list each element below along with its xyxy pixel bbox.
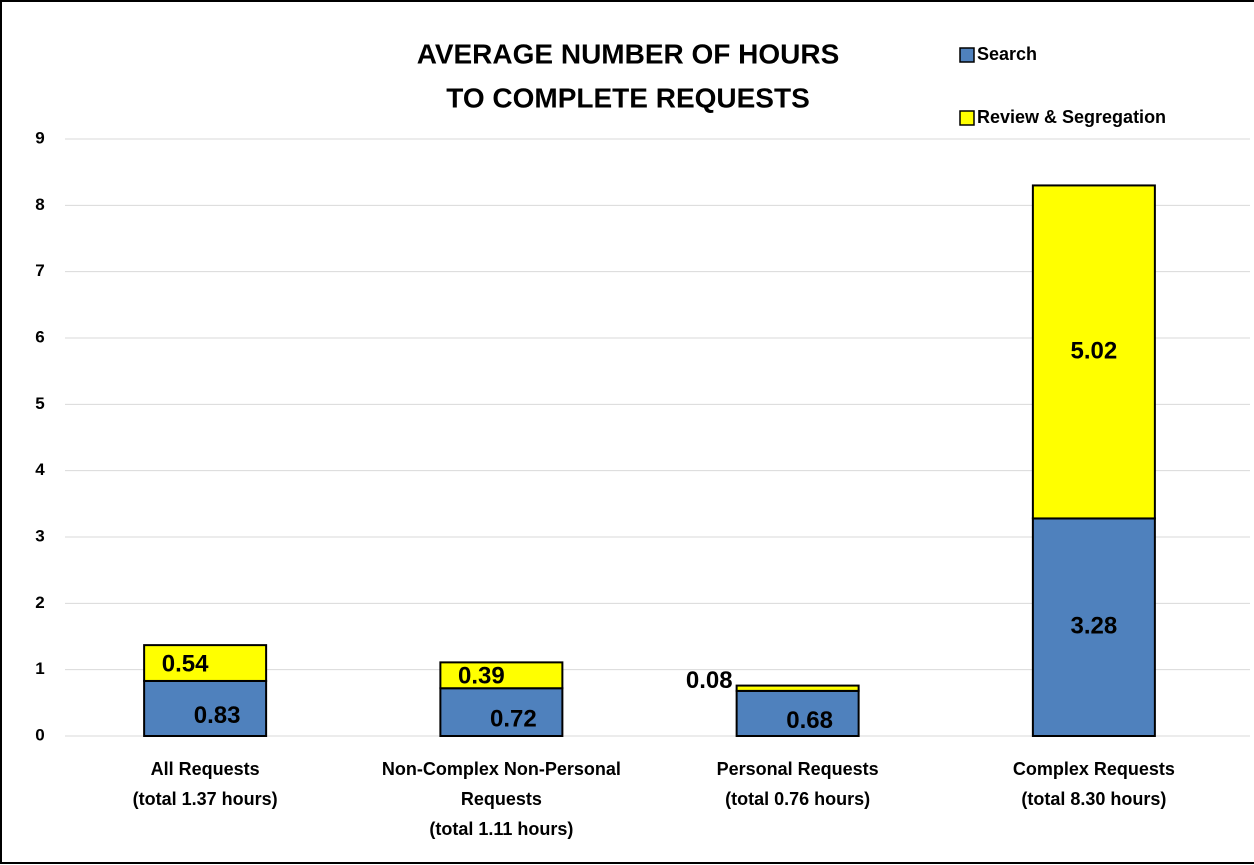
x-tick-label: (total 8.30 hours)	[1021, 789, 1166, 809]
y-tick-label: 2	[35, 593, 44, 612]
legend-label: Review & Segregation	[977, 107, 1166, 127]
data-label: 3.28	[1071, 613, 1118, 640]
x-tick-label: Non-Complex Non-Personal	[382, 759, 621, 779]
y-tick-label: 7	[35, 261, 44, 280]
data-label: 0.54	[162, 650, 209, 677]
x-tick-label: (total 1.11 hours)	[429, 819, 573, 839]
data-label: 0.68	[786, 707, 833, 734]
bar-segment	[439, 661, 564, 690]
x-tick-label: (total 1.37 hours)	[133, 789, 278, 809]
y-tick-label: 4	[35, 460, 45, 479]
data-label: 0.08	[686, 667, 733, 694]
data-label: 0.39	[458, 663, 505, 690]
bar-segment	[143, 679, 268, 738]
y-tick-label: 9	[35, 128, 44, 147]
x-tick-label: Complex Requests	[1013, 759, 1175, 779]
bar-segment	[439, 687, 564, 737]
x-tick-label: Personal Requests	[717, 759, 879, 779]
legend-label: Search	[977, 44, 1037, 64]
data-label: 0.83	[194, 702, 241, 729]
bar-segment	[143, 644, 268, 682]
bar-segment	[735, 689, 860, 737]
y-tick-label: 6	[35, 327, 44, 346]
bar-segment	[1031, 184, 1156, 520]
y-tick-label: 8	[35, 195, 44, 214]
x-tick-label: Requests	[461, 789, 542, 809]
y-tick-label: 1	[35, 659, 44, 678]
data-label: 0.72	[490, 705, 537, 732]
legend-swatch	[959, 110, 975, 126]
y-tick-label: 0	[35, 725, 44, 744]
data-label: 5.02	[1071, 337, 1118, 364]
y-tick-label: 5	[35, 394, 44, 413]
legend-swatch	[959, 47, 975, 63]
y-tick-label: 3	[35, 526, 44, 545]
bar-segment	[735, 684, 860, 692]
chart-title: TO COMPLETE REQUESTS	[446, 82, 810, 113]
x-tick-label: All Requests	[151, 759, 260, 779]
x-tick-label: (total 0.76 hours)	[725, 789, 870, 809]
chart-title: AVERAGE NUMBER OF HOURS	[417, 38, 840, 69]
